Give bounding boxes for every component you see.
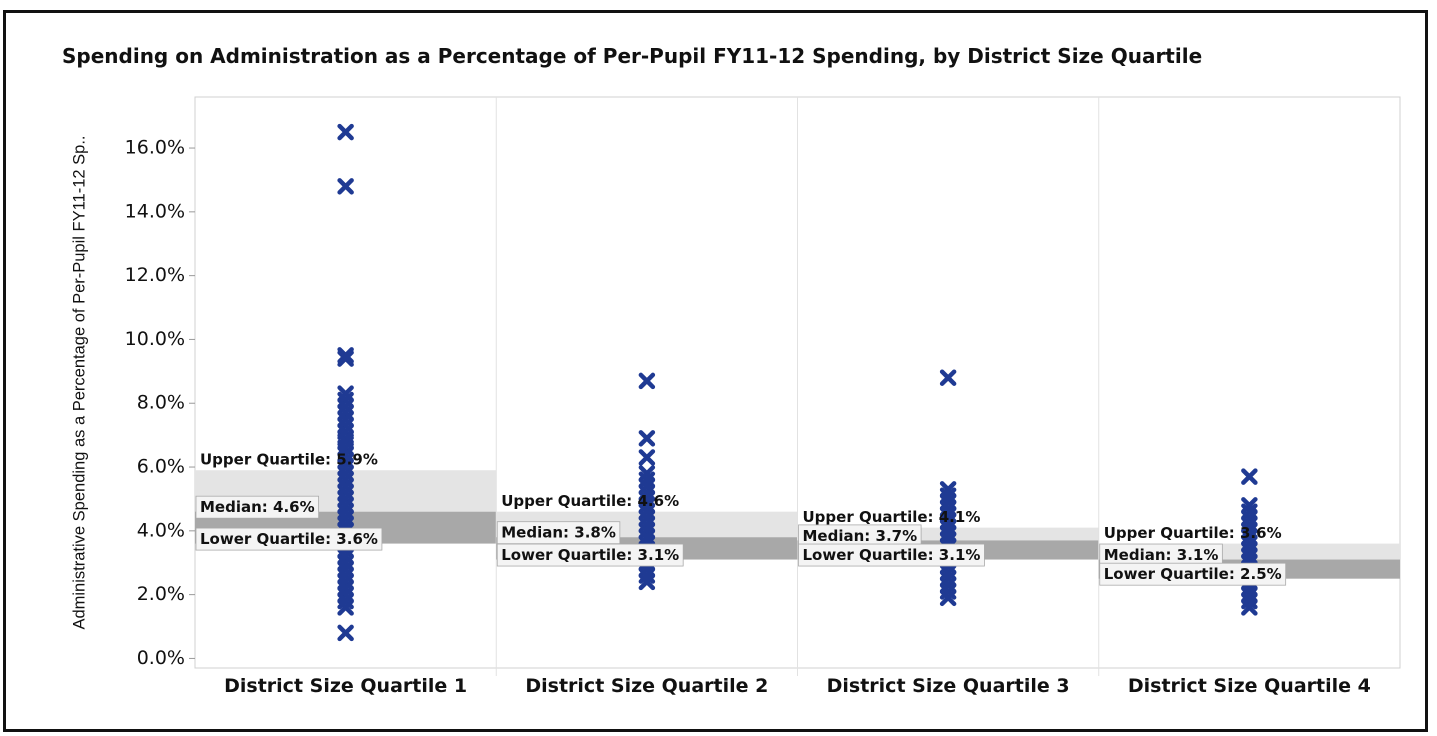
lower-quartile-label: Lower Quartile: 3.1%	[496, 543, 684, 567]
lower-quartile-label: Lower Quartile: 2.5%	[1099, 562, 1287, 586]
point	[337, 624, 354, 642]
point	[337, 178, 354, 195]
upper-quartile-label: Upper Quartile: 4.6%	[501, 492, 679, 510]
point	[337, 599, 354, 616]
point	[939, 589, 957, 607]
median-label-box	[195, 495, 320, 519]
x-tick-label: District Size Quartile 4	[1127, 675, 1371, 697]
point	[1241, 468, 1258, 485]
median-label-text: Median: 3.1%	[1104, 546, 1219, 564]
point	[638, 430, 656, 447]
lower-quartile-label-box	[195, 527, 383, 551]
median-label-text: Median: 4.6%	[200, 498, 315, 516]
y-tick-label: 14.0%	[125, 200, 185, 222]
x-tick-label: District Size Quartile 3	[826, 675, 1070, 697]
lower-quartile-label-box	[1099, 562, 1287, 586]
median-label-text: Median: 3.8%	[501, 524, 616, 542]
point	[337, 347, 354, 364]
point	[939, 369, 957, 386]
y-tick-label: 4.0%	[137, 519, 185, 541]
y-tick-label: 2.0%	[137, 583, 185, 605]
y-tick-label: 8.0%	[137, 392, 185, 414]
lower-quartile-label-text: Lower Quartile: 3.6%	[200, 530, 378, 548]
point	[337, 350, 354, 367]
point	[638, 372, 656, 390]
upper-quartile-label-text: Upper Quartile: 5.9%	[200, 451, 378, 469]
upper-quartile-label-text: Upper Quartile: 4.6%	[501, 492, 679, 510]
y-tick-label: 6.0%	[137, 456, 185, 478]
median-label: Median: 3.7%	[798, 524, 922, 548]
point	[638, 573, 656, 591]
point	[337, 123, 354, 141]
y-tick-label: 16.0%	[125, 137, 185, 159]
lower-quartile-label-text: Lower Quartile: 2.5%	[1104, 565, 1282, 583]
lower-quartile-label: Lower Quartile: 3.1%	[798, 543, 985, 567]
upper-quartile-label: Upper Quartile: 4.1%	[803, 508, 981, 526]
lower-quartile-label-text: Lower Quartile: 3.1%	[501, 546, 679, 564]
y-tick-label: 10.0%	[125, 328, 185, 350]
x-tick-label: District Size Quartile 2	[525, 675, 769, 697]
x-tick-label: District Size Quartile 1	[224, 675, 468, 697]
median-label-text: Median: 3.7%	[803, 527, 918, 545]
lower-quartile-label-text: Lower Quartile: 3.1%	[803, 546, 981, 564]
y-axis-label: Administrative Spending as a Percentage …	[70, 135, 88, 629]
median-label: Median: 3.8%	[496, 521, 621, 545]
lower-quartile-label-box	[496, 543, 684, 567]
lower-quartile-label-box	[798, 543, 985, 567]
lower-quartile-label: Lower Quartile: 3.6%	[195, 527, 383, 551]
median-label: Median: 4.6%	[195, 495, 320, 519]
y-tick-label: 0.0%	[137, 647, 185, 669]
upper-quartile-label: Upper Quartile: 5.9%	[200, 451, 378, 469]
upper-quartile-label-text: Upper Quartile: 3.6%	[1104, 524, 1282, 542]
upper-quartile-label-text: Upper Quartile: 4.1%	[803, 508, 981, 526]
frame	[3, 10, 1428, 732]
upper-quartile-label: Upper Quartile: 3.6%	[1104, 524, 1282, 542]
point	[1241, 599, 1258, 616]
median-label: Median: 3.1%	[1099, 543, 1223, 567]
point	[638, 449, 656, 466]
y-tick-label: 12.0%	[125, 264, 185, 286]
chart-title: Spending on Administration as a Percenta…	[62, 44, 1203, 68]
